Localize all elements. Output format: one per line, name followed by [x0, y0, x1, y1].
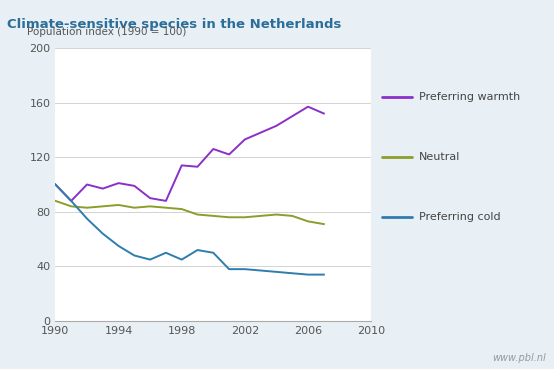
Text: Neutral: Neutral	[419, 152, 460, 162]
Text: www.pbl.nl: www.pbl.nl	[492, 354, 546, 363]
Text: Preferring warmth: Preferring warmth	[419, 92, 521, 102]
Text: Population index (1990 = 100): Population index (1990 = 100)	[27, 27, 186, 37]
Text: Preferring cold: Preferring cold	[419, 212, 501, 222]
Text: Climate-sensitive species in the Netherlands: Climate-sensitive species in the Netherl…	[7, 18, 342, 31]
